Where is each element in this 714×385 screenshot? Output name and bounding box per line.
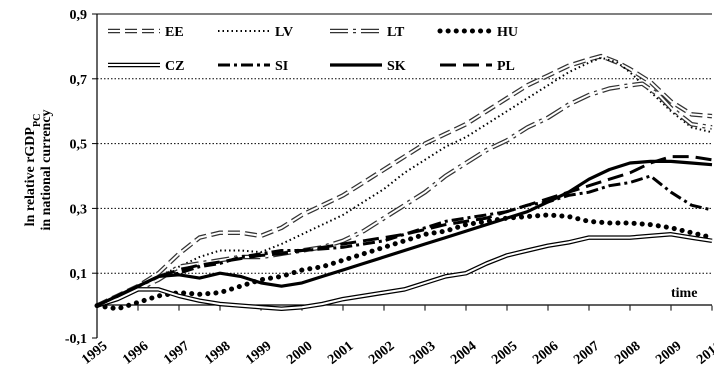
- x-tick-label: 2001: [325, 339, 356, 368]
- series-line-pl: [96, 155, 713, 307]
- legend-label: LV: [275, 25, 293, 40]
- legend-item-ee: EE: [108, 25, 184, 40]
- series-pl: [96, 155, 713, 307]
- y-axis-label-tail: in national currency: [39, 109, 54, 230]
- y-tick-label: -0,1: [65, 332, 87, 347]
- series-line-sk: [96, 159, 713, 308]
- y-tick-labels: -0,1 0,1 0,3 0,5 0,7 0,9: [65, 8, 97, 347]
- series-line-hu: [94, 212, 714, 312]
- legend-item-hu: HU: [437, 25, 518, 40]
- x-tick-label: 2002: [366, 339, 397, 368]
- legend-label: EE: [165, 25, 184, 40]
- legend-label: PL: [497, 59, 515, 74]
- legend: EE LV LT HU CZ SI SK PL: [100, 16, 530, 78]
- x-tick-label: 2007: [571, 339, 602, 368]
- series-line-inner: [96, 233, 713, 310]
- series-hu: [94, 212, 714, 312]
- legend-label: HU: [497, 25, 518, 40]
- x-tick-label: 2009: [653, 339, 684, 368]
- x-tick-label: 2004: [448, 339, 479, 368]
- legend-item-si: SI: [218, 59, 288, 74]
- legend-item-pl: PL: [440, 59, 515, 74]
- axes: [96, 14, 712, 338]
- y-axis-label: ln relative rGDPPC: [23, 114, 43, 227]
- y-axis-label-sub: PC: [32, 114, 43, 127]
- series-ee: [96, 53, 713, 308]
- y-tick-label: 0,3: [70, 202, 88, 217]
- x-tick-label: 2008: [612, 339, 643, 368]
- legend-label: SI: [275, 59, 288, 74]
- series-si: [96, 174, 713, 307]
- legend-label: LT: [387, 25, 405, 40]
- y-axis-label-main: ln relative rGDP: [23, 127, 38, 227]
- grid-lines: [97, 13, 712, 274]
- series-lines: [94, 53, 714, 312]
- x-tick-label: 2006: [530, 339, 561, 368]
- series-line-inner: [96, 82, 713, 307]
- series-line-lv: [96, 56, 713, 307]
- legend-item-sk: SK: [330, 59, 406, 74]
- series-cz: [96, 232, 713, 312]
- y-tick-label: 0,9: [70, 8, 88, 23]
- legend-background: [100, 16, 530, 78]
- series-line-inner: [96, 55, 713, 307]
- legend-item-cz: CZ: [108, 59, 184, 74]
- x-tick-labels: 1995 1996 1997 1998 1999 2000 2001 2002 2003 2004…: [79, 305, 714, 368]
- x-tick-label: 1996: [120, 339, 151, 368]
- series-sk: [96, 159, 713, 308]
- x-tick-label: 2005: [489, 339, 520, 368]
- y-tick-label: 0,7: [70, 73, 88, 88]
- series-line-lt: [96, 81, 713, 308]
- x-axis-label: time: [671, 286, 697, 301]
- y-tick-label: 0,1: [70, 267, 88, 282]
- x-tick-label: 2000: [284, 339, 315, 368]
- x-tick-label: 1997: [161, 339, 192, 368]
- series-line-si: [96, 174, 713, 307]
- series-lv: [96, 56, 713, 307]
- legend-label: CZ: [165, 59, 184, 74]
- y-tick-label: 0,5: [70, 138, 88, 153]
- x-tick-label: 1998: [202, 339, 233, 368]
- x-tick-label: 2010: [694, 339, 714, 368]
- legend-item-lv: LV: [218, 25, 293, 40]
- legend-label: SK: [387, 59, 406, 74]
- series-lt: [96, 81, 713, 308]
- x-tick-label: 1999: [243, 339, 274, 368]
- x-tick-label: 2003: [407, 339, 438, 368]
- legend-item-lt: LT: [330, 25, 405, 40]
